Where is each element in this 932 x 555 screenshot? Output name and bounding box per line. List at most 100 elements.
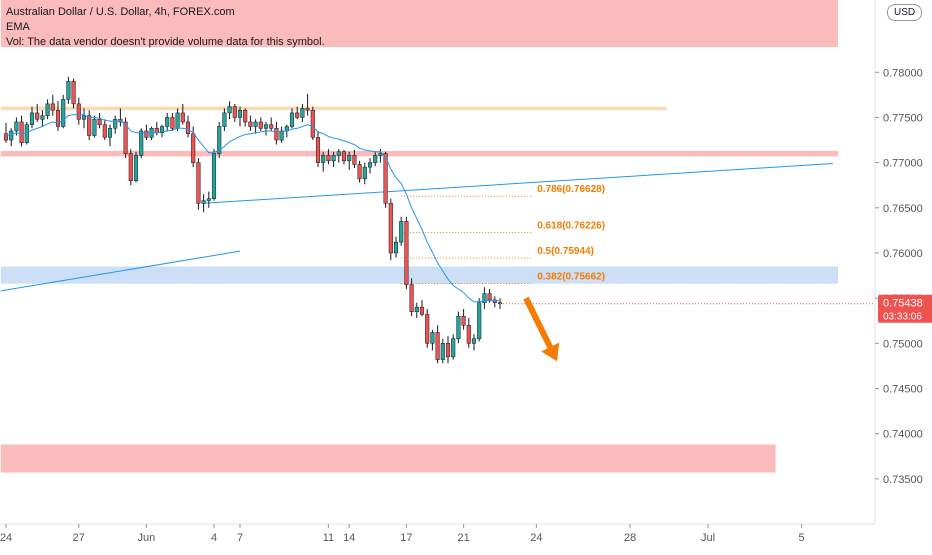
candle[interactable] — [367, 162, 373, 168]
candle[interactable] — [123, 121, 128, 154]
candle[interactable] — [243, 109, 248, 123]
candle[interactable] — [315, 137, 321, 163]
candle[interactable] — [451, 338, 456, 358]
candle[interactable] — [159, 126, 165, 134]
candle[interactable] — [399, 221, 404, 243]
candle[interactable] — [487, 293, 492, 301]
candle[interactable] — [373, 155, 378, 163]
candle[interactable] — [295, 112, 300, 118]
candle[interactable] — [419, 306, 425, 315]
candle[interactable] — [326, 155, 331, 162]
candle[interactable] — [274, 128, 279, 141]
fib-label[interactable]: 0.382(0.75662) — [537, 272, 605, 283]
candle[interactable] — [482, 293, 487, 303]
candle[interactable] — [352, 155, 357, 165]
candle[interactable] — [414, 306, 419, 312]
candle[interactable] — [217, 126, 222, 154]
candle[interactable] — [253, 121, 258, 127]
candle[interactable] — [191, 133, 196, 163]
candle[interactable] — [409, 284, 414, 312]
candle[interactable] — [336, 151, 341, 156]
zone-support-red[interactable] — [0, 444, 776, 473]
candle[interactable] — [87, 115, 92, 136]
candle[interactable] — [165, 117, 170, 127]
candle[interactable] — [107, 128, 113, 138]
candle[interactable] — [477, 302, 482, 340]
candle[interactable] — [71, 81, 76, 105]
candle[interactable] — [113, 119, 118, 129]
candle[interactable] — [263, 124, 269, 129]
candle[interactable] — [289, 112, 295, 127]
candle[interactable] — [425, 314, 430, 344]
candle[interactable] — [269, 124, 274, 129]
candle[interactable] — [331, 155, 336, 162]
candle[interactable] — [362, 166, 367, 180]
candle[interactable] — [92, 119, 97, 136]
candle[interactable] — [133, 155, 139, 181]
candle[interactable] — [45, 103, 50, 116]
zone-resistance-red[interactable] — [0, 150, 839, 157]
candle[interactable] — [435, 332, 440, 360]
candle[interactable] — [341, 151, 347, 162]
candle[interactable] — [357, 164, 362, 180]
candle[interactable] — [24, 124, 29, 143]
candle[interactable] — [19, 121, 24, 143]
zone-top[interactable] — [0, 0, 839, 47]
candle[interactable] — [279, 130, 284, 141]
candle[interactable] — [81, 115, 87, 120]
candle[interactable] — [258, 121, 263, 129]
candle[interactable] — [471, 338, 477, 344]
candle[interactable] — [404, 221, 409, 285]
candle[interactable] — [61, 99, 66, 127]
candle[interactable] — [227, 106, 232, 114]
candle[interactable] — [456, 315, 461, 340]
candle[interactable] — [196, 162, 201, 204]
candle[interactable] — [305, 108, 310, 111]
candle[interactable] — [29, 112, 35, 125]
candle[interactable] — [175, 112, 180, 129]
down-right-arrow-icon[interactable] — [523, 296, 560, 362]
fib-label[interactable]: 0.618(0.76226) — [537, 221, 605, 232]
candle[interactable] — [14, 121, 19, 132]
candle[interactable] — [185, 121, 191, 134]
candle[interactable] — [211, 153, 217, 200]
candle[interactable] — [201, 200, 206, 204]
candle[interactable] — [97, 119, 102, 125]
candle[interactable] — [9, 130, 14, 141]
candle[interactable] — [232, 106, 237, 118]
candle[interactable] — [347, 155, 352, 162]
candle[interactable] — [66, 81, 71, 100]
candle[interactable] — [206, 198, 211, 201]
candle[interactable] — [128, 153, 133, 181]
candle[interactable] — [55, 109, 61, 127]
ema-line[interactable] — [5, 114, 500, 303]
trendline-0[interactable] — [203, 163, 833, 204]
candle[interactable] — [393, 241, 399, 254]
candle[interactable] — [50, 103, 55, 111]
candle[interactable] — [445, 343, 451, 358]
candle[interactable] — [461, 315, 466, 326]
zone-resistance-orange[interactable] — [0, 106, 667, 111]
candle[interactable] — [35, 112, 40, 120]
candle[interactable] — [300, 108, 305, 118]
candle[interactable] — [248, 121, 253, 127]
candle[interactable] — [237, 109, 243, 118]
last-price-tag[interactable] — [878, 294, 932, 323]
candle[interactable] — [440, 343, 445, 360]
candle[interactable] — [321, 155, 326, 163]
candle[interactable] — [170, 117, 175, 129]
trendline-1[interactable] — [0, 250, 241, 292]
candle[interactable] — [378, 153, 383, 156]
candle[interactable] — [180, 112, 185, 123]
candle[interactable] — [3, 133, 9, 141]
candle[interactable] — [144, 130, 149, 138]
fib-label[interactable]: 0.5(0.75944) — [537, 246, 594, 257]
candle[interactable] — [310, 109, 315, 138]
candle[interactable] — [388, 203, 393, 254]
candle[interactable] — [466, 324, 471, 344]
candle[interactable] — [139, 130, 144, 156]
candle[interactable] — [222, 112, 227, 127]
candle[interactable] — [383, 153, 388, 204]
